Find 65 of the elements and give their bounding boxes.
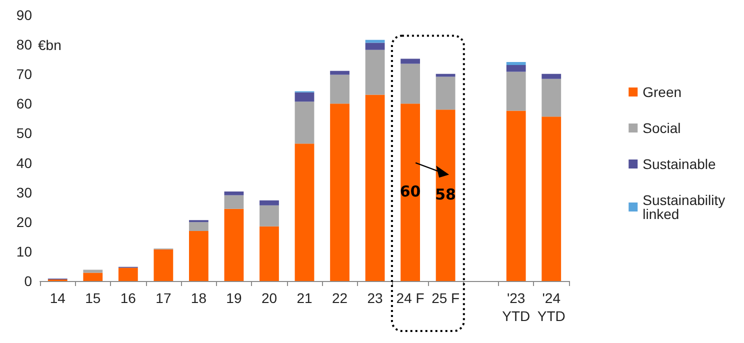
bar bbox=[224, 191, 244, 196]
bar bbox=[436, 74, 456, 77]
bar bbox=[330, 104, 350, 281]
y-tick-label: 60 bbox=[16, 96, 32, 112]
x-tick-label: 25 F bbox=[432, 290, 460, 306]
x-tick-label: 20 bbox=[261, 290, 278, 306]
bar bbox=[260, 200, 279, 206]
bar bbox=[330, 70, 350, 75]
y-tick-label: 10 bbox=[16, 243, 32, 260]
bar bbox=[506, 64, 526, 72]
bar bbox=[436, 110, 456, 281]
y-tick-label: 0 bbox=[24, 273, 32, 289]
annotation: 58 bbox=[435, 185, 456, 204]
bar bbox=[294, 92, 314, 102]
x-tick-label: 22 bbox=[332, 290, 348, 306]
annotation: 60 bbox=[400, 182, 421, 200]
y-tick-label: 50 bbox=[16, 125, 32, 142]
bar bbox=[365, 50, 385, 95]
bar bbox=[154, 249, 174, 281]
x-tick-label: 14 bbox=[50, 290, 66, 306]
bar bbox=[365, 42, 385, 50]
x-tick-label: 23 bbox=[367, 290, 384, 306]
y-tick-label: 70 bbox=[16, 66, 32, 82]
x-tick-label: 18 bbox=[190, 290, 207, 306]
y-tick-label: 90 bbox=[16, 7, 32, 23]
bar bbox=[224, 208, 244, 281]
bar bbox=[224, 195, 244, 209]
y-tick-label: 80 bbox=[16, 36, 32, 53]
y-axis-title: €bn bbox=[38, 37, 62, 53]
bar bbox=[118, 268, 138, 281]
x-tick-label: 24 F bbox=[396, 290, 424, 306]
legend-label: Social bbox=[642, 120, 681, 136]
x-tick-label: 16 bbox=[120, 290, 136, 306]
bar bbox=[260, 205, 279, 226]
bar bbox=[294, 144, 314, 281]
x-tick-label: 17 bbox=[156, 290, 172, 306]
bar bbox=[506, 72, 526, 111]
bar bbox=[260, 226, 279, 281]
bar bbox=[330, 74, 350, 104]
bar bbox=[400, 104, 420, 281]
bar bbox=[400, 58, 420, 64]
bar bbox=[542, 78, 562, 117]
x-tick-label: 19 bbox=[226, 290, 242, 306]
bar bbox=[542, 74, 562, 79]
bar bbox=[294, 102, 314, 144]
bar bbox=[83, 272, 103, 281]
x-tick-label: '23 YTD bbox=[502, 290, 530, 324]
y-tick-label: 30 bbox=[16, 184, 32, 200]
bar bbox=[506, 62, 526, 65]
bar bbox=[506, 110, 526, 281]
bar bbox=[365, 40, 385, 43]
legend-label: Sustainable bbox=[642, 156, 716, 172]
bar bbox=[436, 76, 456, 110]
bar bbox=[365, 94, 385, 281]
bar bbox=[542, 116, 562, 281]
bar bbox=[189, 222, 208, 232]
legend-label: Sustainability linked bbox=[642, 192, 730, 222]
bar bbox=[400, 64, 420, 104]
bar bbox=[189, 231, 208, 281]
x-tick-label: 21 bbox=[296, 290, 312, 306]
x-tick-label: 15 bbox=[85, 290, 101, 306]
legend-label: Green bbox=[642, 84, 682, 100]
y-tick-label: 40 bbox=[16, 154, 32, 171]
y-tick-label: 20 bbox=[16, 214, 32, 230]
x-tick-label: '24 YTD bbox=[537, 290, 566, 324]
